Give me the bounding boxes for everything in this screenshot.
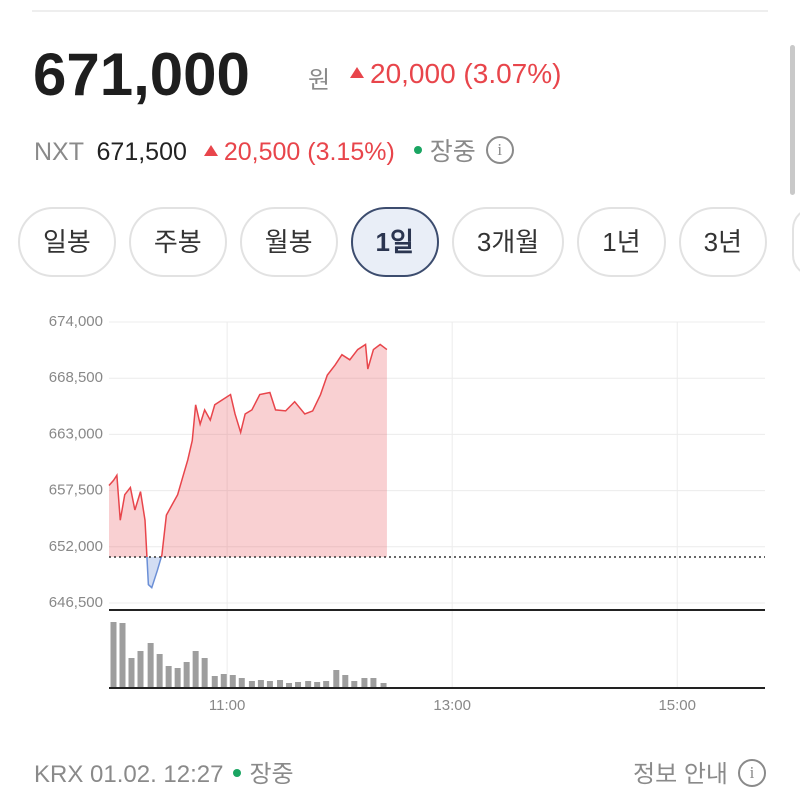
period-tabs: 일봉 주봉 월봉 1일 3개월 1년 3년 <box>18 207 768 277</box>
period-tab[interactable]: 주봉 <box>128 207 227 277</box>
volume-bar <box>305 681 312 688</box>
volume-bar <box>295 682 302 688</box>
volume-bar <box>119 623 126 688</box>
period-tab[interactable]: 3년 <box>678 207 768 277</box>
y-tick-label: 674,000 <box>49 313 103 330</box>
volume-bar <box>165 666 172 688</box>
volume-bar <box>201 658 208 688</box>
price-change-text: 20,000 (3.07%) <box>370 58 562 89</box>
volume-bar <box>183 662 190 688</box>
x-tick-label: 11:00 <box>209 697 245 714</box>
scrollbar <box>790 45 795 195</box>
y-tick-label: 652,000 <box>49 538 103 555</box>
price-unit: 원 <box>308 67 331 94</box>
volume-bar <box>286 683 293 688</box>
nxt-label: NXT <box>34 138 84 166</box>
volume-bar <box>238 678 245 688</box>
nxt-change: 20,500 (3.15%) <box>203 138 395 166</box>
y-tick-label: 668,500 <box>49 369 103 386</box>
x-tick-label: 15:00 <box>658 697 696 714</box>
volume-bar <box>147 643 154 688</box>
volume-bar <box>314 682 321 688</box>
nxt-row: NXT 671,500 20,500 (3.15%) 장중 i <box>34 132 514 168</box>
x-tick-label: 13:00 <box>433 697 471 714</box>
footer-status: 장중 <box>249 761 294 788</box>
nxt-price: 671,500 <box>96 138 187 166</box>
area-above <box>109 344 387 558</box>
area-below <box>146 557 162 588</box>
nxt-change-text: 20,500 (3.15%) <box>223 138 395 166</box>
volume-bar <box>174 668 181 688</box>
price-line-above <box>108 343 388 558</box>
price: 671,000 <box>33 41 250 108</box>
volume-bar <box>370 678 377 688</box>
volume-bar <box>266 681 273 688</box>
period-tab[interactable]: 1일 <box>350 207 439 277</box>
y-tick-label: 657,500 <box>49 482 103 499</box>
footer-left: KRX 01.02. 12:27 장중 <box>34 754 294 789</box>
top-divider <box>32 10 768 12</box>
period-tab[interactable]: 일봉 <box>18 207 116 277</box>
volume-bar <box>361 678 368 688</box>
footer-info: KRX 01.02. 12:27 <box>34 761 224 788</box>
y-tick-label: 663,000 <box>49 425 103 442</box>
volume-bar <box>333 670 340 688</box>
price-change: 20,000 (3.07%) <box>350 58 561 90</box>
volume-bar <box>342 675 349 688</box>
period-tab[interactable]: 월봉 <box>239 207 338 277</box>
volume-bar <box>220 674 227 688</box>
volume-bar <box>192 651 199 688</box>
volume-bar <box>323 681 330 688</box>
period-tab[interactable]: 3개월 <box>451 207 565 277</box>
volume-bar <box>137 651 144 688</box>
volume-bar <box>110 622 117 688</box>
period-tab[interactable]: 1년 <box>577 207 666 277</box>
volume-bar <box>351 681 358 688</box>
volume-bar <box>380 683 387 688</box>
volume-bar <box>277 680 284 688</box>
volume-bar <box>257 680 264 688</box>
nxt-status: 장중 <box>429 138 476 166</box>
volume-bar <box>211 676 218 688</box>
volume-bar <box>128 658 135 688</box>
info-icon[interactable]: i <box>485 136 514 165</box>
volume-bar <box>248 681 255 688</box>
info-guide[interactable]: 정보 안내 <box>633 761 728 788</box>
volume-bar <box>156 654 163 688</box>
footer-right[interactable]: 정보 안내 i <box>633 754 766 790</box>
y-tick-label: 646,500 <box>49 594 103 611</box>
volume-bar <box>229 675 236 688</box>
